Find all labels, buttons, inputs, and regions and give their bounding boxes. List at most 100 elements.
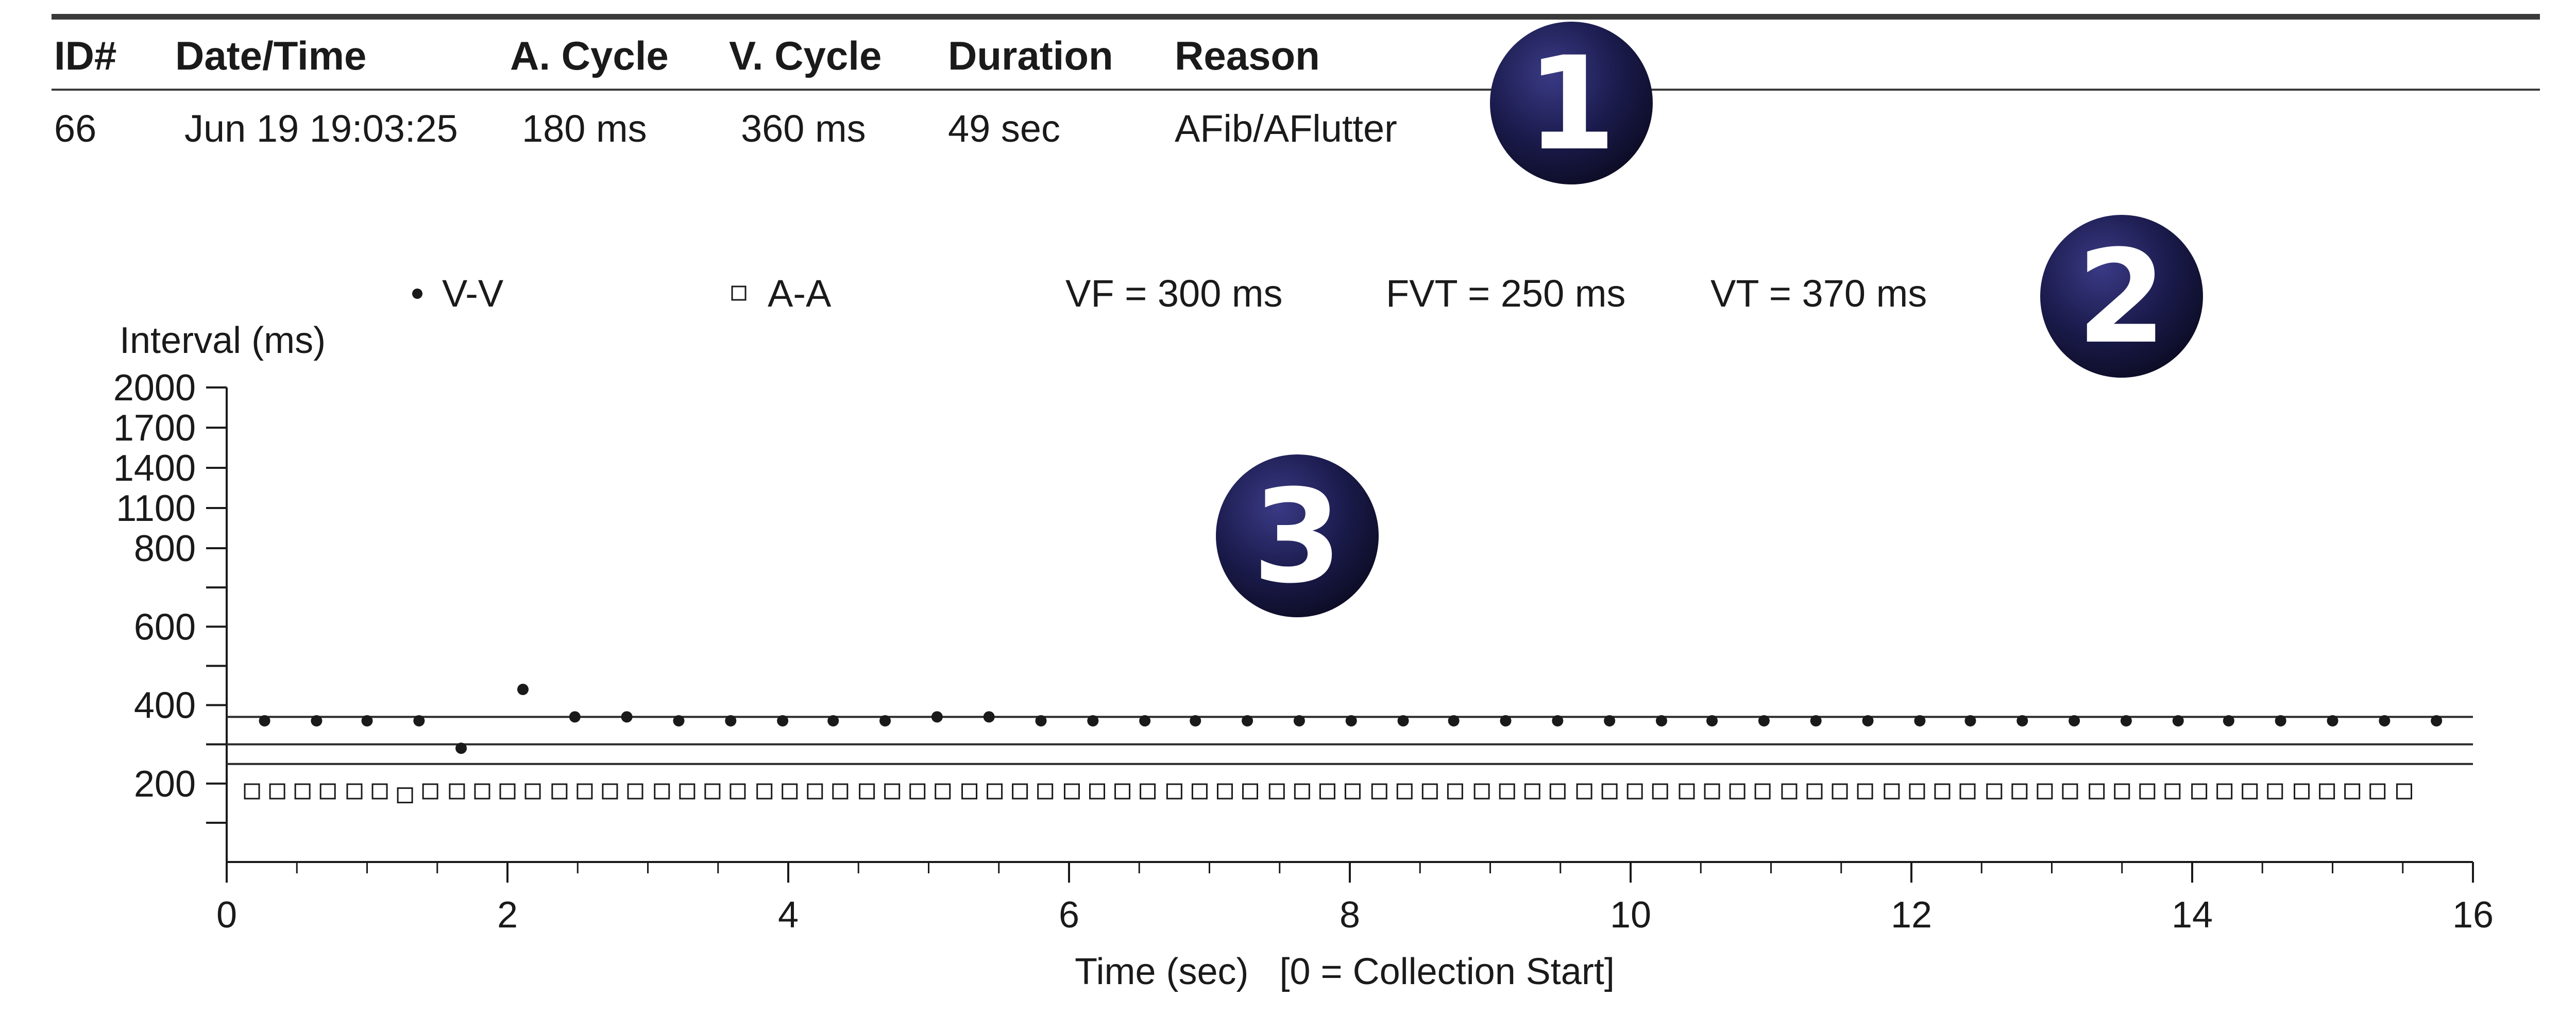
cell-id: 66 [54,107,96,150]
aa-interval-point [935,783,951,800]
vv-interval-point [1655,715,1667,726]
aa-interval-point [2114,783,2130,800]
aa-interval-point [499,783,516,800]
aa-interval-point [602,783,618,800]
x-tick-label-6: 6 [1059,894,1079,936]
aa-interval-point [2037,783,2053,800]
aa-interval-point [1114,783,1131,800]
aa-interval-point [294,783,311,800]
aa-interval-point [756,783,773,800]
aa-interval-point [704,783,721,800]
legend-vv-marker [412,289,422,299]
vv-interval-point [827,715,839,726]
aa-interval-point [1140,783,1156,800]
aa-interval-point [909,783,926,800]
aa-interval-point [2294,783,2310,800]
aa-interval-point [319,783,336,800]
header-duration: Duration [948,33,1113,78]
aa-interval-point [2139,783,2156,800]
table-header-row: ID# Date/Time A. Cycle V. Cycle Duration… [54,33,1320,78]
aa-interval-point [269,783,285,800]
legend-aa-marker [731,285,747,301]
aa-interval-point [1781,783,1798,800]
table-header-rule [52,89,2540,91]
vv-interval-point [777,715,789,726]
vv-interval-point [1448,715,1460,726]
aa-interval-point [807,783,823,800]
vv-interval-point [879,715,891,726]
badge-3-circle [1216,454,1379,617]
vv-interval-point [673,715,685,726]
callout-badge-1: 1 [1490,22,1653,184]
aa-interval-point [1089,783,1105,800]
aa-interval-point [987,783,1003,800]
vv-interval-point [1087,715,1099,726]
vv-interval-point [1964,715,1976,726]
aa-interval-point [2242,783,2258,800]
aa-interval-point [1729,783,1745,800]
y-axis-title: Interval (ms) [120,320,326,361]
header-datetime: Date/Time [175,33,366,78]
vv-interval-point [1345,715,1357,726]
aa-interval-point [2369,783,2386,800]
aa-interval-point [2267,783,2283,800]
aa-interval-point [1012,783,1028,800]
callout-badge-2: 2 [2040,215,2203,378]
vv-interval-point [455,742,467,754]
chart-legend: V-V A-A VF = 300 ms FVT = 250 ms VT = 37… [412,272,1927,315]
vv-interval-point [931,711,943,723]
aa-interval-point [2344,783,2361,800]
legend-vv-label: V-V [442,272,504,315]
aa-interval-point [1959,783,1976,800]
aa-interval-point [1524,783,1540,800]
aa-interval-point [1166,783,1182,800]
legend-fvt-threshold: FVT = 250 ms [1386,272,1625,315]
vv-interval-point [1397,715,1409,726]
x-tick-label-2: 2 [497,894,518,936]
badge-1-number: 1 [1527,29,1616,179]
aa-interval-point [859,783,875,800]
aa-interval-point [730,783,746,800]
vv-interval-point [1706,715,1718,726]
aa-interval-point [1473,783,1490,800]
vv-interval-point [2172,715,2184,726]
y-tick-label-400: 400 [134,685,196,726]
aa-interval-point [627,783,643,800]
vv-interval-point [1758,715,1770,726]
vv-interval-point [1190,715,1201,726]
y-tick-label-600: 600 [134,606,196,648]
vv-interval-point [983,711,995,723]
header-reason: Reason [1175,33,1320,78]
episode-table: ID# Date/Time A. Cycle V. Cycle Duration… [52,14,2540,150]
aa-interval-point [2164,783,2181,800]
vv-interval-point [569,711,581,723]
vv-interval-point [2379,715,2391,726]
vv-interval-point [361,715,373,726]
x-tick-label-0: 0 [216,894,237,936]
vv-interval-point [517,684,529,696]
aa-interval-point [1242,783,1259,800]
aa-interval-point [1832,783,1848,800]
x-tick-label-12: 12 [1891,894,1932,936]
aa-interval-point [1857,783,1873,800]
aa-interval-point [1626,783,1643,800]
y-tick-label-200: 200 [134,764,196,805]
vv-interval-point [2120,715,2132,726]
table-top-rule [52,14,2540,20]
aa-interval-point [2319,783,2335,800]
legend-vt-threshold: VT = 370 ms [1710,272,1927,315]
aa-interval-point [449,783,465,800]
vv-interval-point [1552,715,1564,726]
badge-3-number: 3 [1252,462,1342,612]
aa-interval-point [371,783,388,800]
y-tick-label-800: 800 [134,528,196,569]
aa-interval-point [2011,783,2028,800]
aa-interval-point [524,783,541,800]
aa-interval-point [1344,783,1361,800]
header-id: ID# [54,33,116,78]
vv-interval-point [413,715,425,726]
aa-interval-point [2089,783,2105,800]
aa-interval-point [1499,783,1515,800]
